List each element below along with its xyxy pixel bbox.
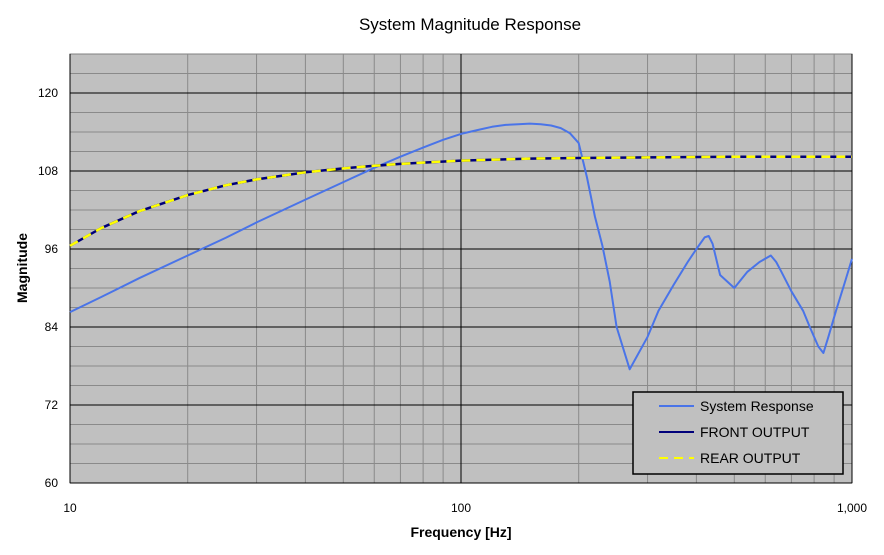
series-line-2 bbox=[69, 155, 852, 247]
series-line-0 bbox=[69, 122, 853, 371]
y-tick-label: 84 bbox=[45, 320, 59, 334]
y-tick-label: 120 bbox=[38, 86, 58, 100]
legend-label: System Response bbox=[700, 398, 814, 414]
x-axis-title: Frequency [Hz] bbox=[410, 524, 511, 540]
y-tick-label: 60 bbox=[45, 476, 59, 490]
series-layer bbox=[69, 122, 853, 371]
y-tick-label: 72 bbox=[45, 398, 59, 412]
x-tick-label: 100 bbox=[451, 501, 471, 515]
y-tick-label: 108 bbox=[38, 164, 58, 178]
legend-label: REAR OUTPUT bbox=[700, 450, 801, 466]
y-axis-ticks: 60 72 84 96 108 120 bbox=[38, 86, 58, 490]
chart-title: System Magnitude Response bbox=[359, 15, 581, 34]
x-tick-label: 1,000 bbox=[837, 501, 867, 515]
x-tick-label: 10 bbox=[63, 501, 77, 515]
y-axis-title: Magnitude bbox=[14, 233, 30, 303]
x-axis-ticks: 10 100 1,000 bbox=[63, 501, 867, 515]
y-tick-label: 96 bbox=[45, 242, 59, 256]
legend-label: FRONT OUTPUT bbox=[700, 424, 810, 440]
legend: System Response FRONT OUTPUT REAR OUTPUT bbox=[632, 391, 844, 475]
